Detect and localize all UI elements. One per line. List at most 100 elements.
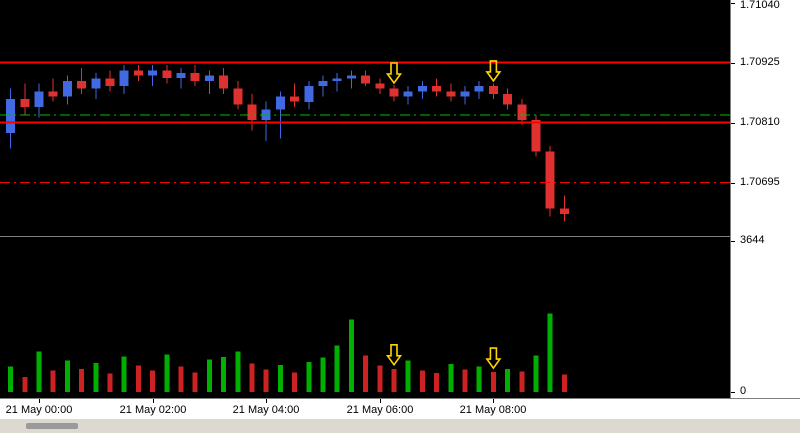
price-scale-label: 1.70695 <box>740 176 780 188</box>
time-axis-label: 21 May 06:00 <box>346 404 414 416</box>
volume-bar <box>192 372 198 392</box>
candle-body <box>304 86 314 102</box>
volume-bar <box>121 356 127 392</box>
volume-bar <box>462 369 468 392</box>
volume-bar <box>419 370 425 392</box>
chart-area[interactable] <box>0 0 730 398</box>
volume-bar <box>36 351 42 392</box>
volume-bar <box>79 368 85 392</box>
volume-bar <box>490 372 496 392</box>
volume-bar <box>476 366 482 392</box>
candle-body <box>446 91 456 97</box>
candle-body <box>48 91 58 97</box>
candle-body <box>91 78 101 89</box>
candle-body <box>162 70 172 79</box>
volume-bar <box>277 365 283 392</box>
horizontal-scrollbar-thumb[interactable] <box>26 423 78 429</box>
volume-bar <box>249 363 255 392</box>
chart-canvas[interactable] <box>0 0 730 398</box>
volume-bar <box>547 313 553 392</box>
time-axis-tick <box>493 399 494 403</box>
candle-body <box>34 91 44 107</box>
volume-bar <box>235 351 241 392</box>
price-scale[interactable]: 1.71040 1.70925 1.70810 1.70695 3644 0 <box>730 0 800 398</box>
volume-bar <box>334 345 340 392</box>
volume-bar <box>505 368 511 392</box>
time-axis-tick <box>153 399 154 403</box>
candle-body <box>318 80 328 87</box>
candle-body <box>346 75 356 79</box>
time-axis-label: 21 May 04:00 <box>232 404 300 416</box>
scale-tick <box>731 3 735 4</box>
candle-body <box>488 86 498 94</box>
volume-bar <box>391 368 397 392</box>
horizontal-scrollbar-track <box>0 419 800 433</box>
volume-bar <box>135 365 141 392</box>
candle-body <box>233 88 243 105</box>
candle-body <box>403 91 413 97</box>
candle-body <box>375 83 385 89</box>
scale-tick <box>731 183 735 184</box>
volume-bar <box>561 374 567 392</box>
volume-bar <box>221 356 227 392</box>
time-axis-tick <box>266 399 267 403</box>
time-axis-tick <box>39 399 40 403</box>
sell-signal-arrow-icon[interactable] <box>385 344 403 367</box>
candle-body <box>559 208 569 214</box>
scale-tick <box>731 241 735 242</box>
candle-body <box>133 70 143 76</box>
candle-body <box>62 80 72 97</box>
volume-bar <box>178 366 184 392</box>
candle-body <box>105 78 115 87</box>
volume-bar <box>206 359 212 392</box>
volume-scale-min-label: 0 <box>740 385 747 397</box>
scale-tick <box>731 123 735 124</box>
volume-bar <box>150 370 156 392</box>
volume-bar <box>377 365 383 392</box>
candle-body <box>20 99 30 107</box>
volume-scale-max-label: 3644 <box>740 234 765 246</box>
candle-body <box>531 120 541 152</box>
candle-body <box>6 99 16 133</box>
candle-body <box>247 104 257 120</box>
volume-bar <box>448 363 454 392</box>
time-axis[interactable]: 21 May 00:00 21 May 02:00 21 May 04:00 21 M… <box>0 398 800 419</box>
volume-bar <box>348 319 354 392</box>
sell-signal-arrow-icon[interactable] <box>485 60 502 83</box>
volume-bar <box>107 373 113 392</box>
volume-bar <box>320 357 326 392</box>
sell-signal-arrow-icon[interactable] <box>385 62 403 85</box>
candle-body <box>148 70 158 76</box>
volume-bar <box>263 369 269 392</box>
volume-bar <box>50 370 56 392</box>
scale-tick <box>731 392 735 393</box>
volume-bar <box>292 372 298 392</box>
candle-body <box>361 75 371 84</box>
volume-bar <box>519 371 525 392</box>
price-scale-label: 1.71040 <box>740 0 780 11</box>
candle-body <box>417 86 427 92</box>
volume-bar <box>164 354 170 392</box>
volume-bar <box>93 363 99 392</box>
volume-bar <box>306 362 312 392</box>
candle-body <box>119 70 129 87</box>
price-scale-label: 1.70925 <box>740 56 780 68</box>
candle-body <box>432 86 442 92</box>
volume-bar <box>8 366 14 392</box>
volume-bar <box>405 360 411 392</box>
sell-signal-arrow-icon[interactable] <box>485 347 502 370</box>
time-axis-label: 21 May 00:00 <box>5 404 73 416</box>
volume-bar <box>434 372 440 392</box>
candle-body <box>332 78 342 81</box>
candle-body <box>290 96 300 102</box>
price-scale-label: 1.70810 <box>740 116 780 128</box>
candle-body <box>275 96 285 110</box>
candle-body <box>474 86 484 92</box>
candle-body <box>460 91 470 97</box>
candle-body <box>219 75 229 89</box>
candle-body <box>517 104 527 120</box>
candle-body <box>176 73 186 79</box>
time-axis-label: 21 May 02:00 <box>119 404 187 416</box>
volume-bar <box>363 355 369 392</box>
candle-body <box>503 93 513 105</box>
